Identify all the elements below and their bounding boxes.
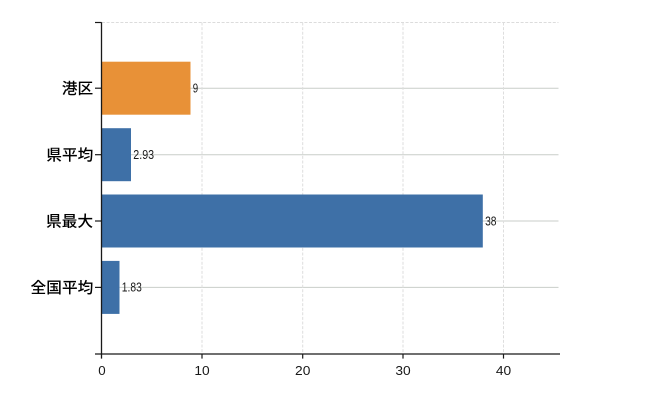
svg-text:9: 9 <box>193 82 198 96</box>
svg-text:38: 38 <box>485 214 496 228</box>
svg-text:0: 0 <box>98 363 105 378</box>
svg-text:1.83: 1.83 <box>122 281 142 295</box>
svg-text:10: 10 <box>194 363 209 378</box>
svg-text:2.93: 2.93 <box>133 148 154 162</box>
svg-text:20: 20 <box>295 363 310 378</box>
svg-text:40: 40 <box>496 363 511 378</box>
svg-text:30: 30 <box>395 363 410 378</box>
